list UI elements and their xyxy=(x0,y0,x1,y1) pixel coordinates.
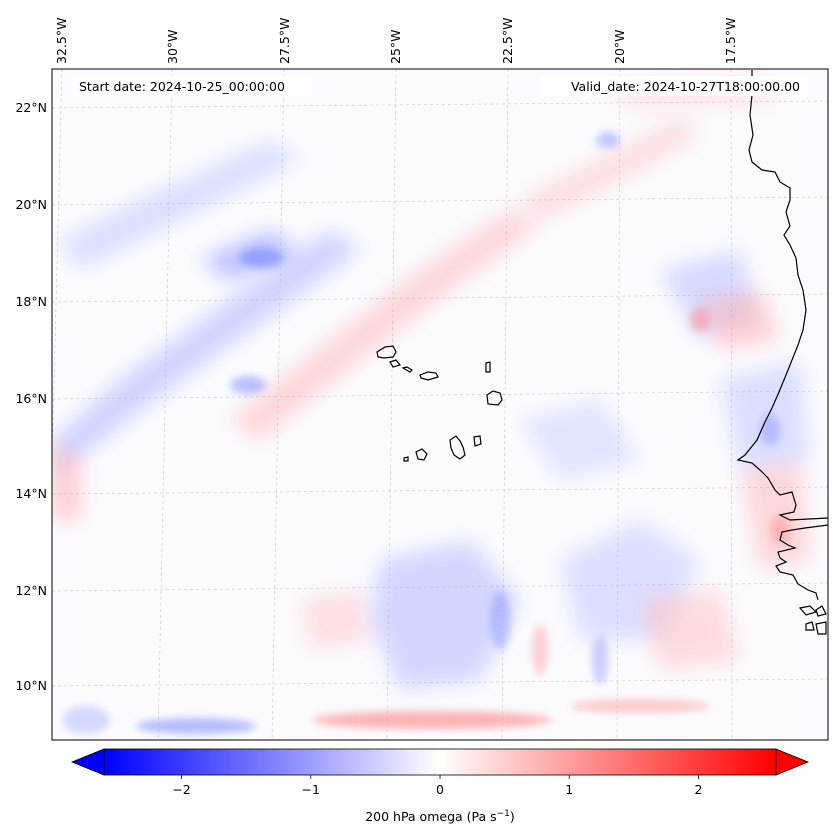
lat-label: 10°N xyxy=(15,678,47,693)
colorbar-label-exponent: −1 xyxy=(497,809,510,819)
lon-label: 17.5°W xyxy=(723,18,738,64)
omega-field-fine xyxy=(62,132,790,734)
colorbar-high-extend xyxy=(775,748,810,776)
lon-label: 30°W xyxy=(165,29,180,64)
lat-label: 14°N xyxy=(15,486,47,501)
lon-label: 20°W xyxy=(612,29,627,64)
colorbar-label: 200 hPa omega (Pa s−1) xyxy=(365,809,515,824)
sal-island xyxy=(485,361,491,373)
santiago-island xyxy=(449,435,466,460)
map-panel: Start date: 2024-10-25_00:00:00 Valid_da… xyxy=(15,18,829,741)
maio-island xyxy=(473,435,482,447)
colorbar: −2 −1 0 1 2 200 hPa omega (Pa s−1) xyxy=(70,748,810,824)
colorbar-tick-label: 0 xyxy=(436,782,444,797)
lat-label: 22°N xyxy=(15,100,47,115)
bijagos-islands xyxy=(798,605,827,635)
valid-date-label: Valid_date: 2024-10-27T18:00:00.00 xyxy=(571,79,800,94)
latitude-labels: 22°N 20°N 18°N 16°N 14°N 12°N 10°N xyxy=(15,100,47,693)
lon-label: 22.5°W xyxy=(500,18,515,64)
boa-vista-island xyxy=(486,390,503,406)
colorbar-low-extend xyxy=(70,748,105,776)
lat-label: 12°N xyxy=(15,583,47,598)
colorbar-tick-label: 2 xyxy=(694,782,702,797)
sao-nicolau-island xyxy=(401,366,439,381)
lon-label: 25°W xyxy=(388,29,403,64)
colorbar-tick-label: −2 xyxy=(172,782,190,797)
lat-label: 16°N xyxy=(15,391,47,406)
coastlines xyxy=(376,70,828,635)
lon-label: 27.5°W xyxy=(277,18,292,64)
colorbar-label-main: 200 hPa omega (Pa s xyxy=(365,809,496,824)
graticule xyxy=(52,69,828,740)
colorbar-bar xyxy=(103,748,777,776)
fogo-island xyxy=(415,448,428,461)
sao-vicente-island xyxy=(389,359,402,368)
colorbar-tick-label: −1 xyxy=(302,782,320,797)
lon-label: 32.5°W xyxy=(54,18,69,64)
longitude-labels: 32.5°W 30°W 27.5°W 25°W 22.5°W 20°W 17.5… xyxy=(54,18,738,64)
map-frame xyxy=(51,68,829,741)
santo-antao-island xyxy=(376,345,397,359)
colorbar-tick-label: 1 xyxy=(565,782,573,797)
lat-label: 18°N xyxy=(15,294,47,309)
africa-coastline xyxy=(736,70,828,601)
lat-label: 20°N xyxy=(15,197,47,212)
brava-island xyxy=(403,456,409,462)
colorbar-label-close: ) xyxy=(510,809,515,824)
start-date-label: Start date: 2024-10-25_00:00:00 xyxy=(79,79,285,94)
colorbar-ticks: −2 −1 0 1 2 xyxy=(172,775,702,797)
